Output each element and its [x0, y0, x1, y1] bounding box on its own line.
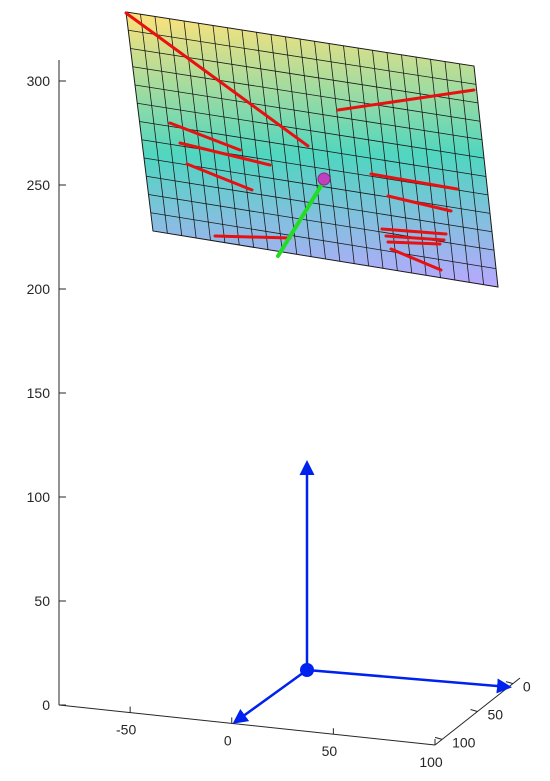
origin-marker: [300, 663, 314, 677]
y-tick-mark: [434, 736, 443, 740]
z-tick-label: 50: [34, 593, 50, 609]
z-tick-label: 150: [27, 385, 51, 401]
feature-line: [389, 247, 443, 272]
mesh-line: [146, 175, 493, 233]
mesh-line: [150, 212, 497, 269]
feature-lines: [124, 11, 476, 272]
x-tick-label: 50: [322, 743, 338, 759]
x-tick-label: 0: [224, 732, 232, 748]
z-tick-label: 0: [42, 697, 50, 713]
y-tick-mark: [470, 709, 478, 712]
z-tick-label: 100: [27, 489, 51, 505]
z-tick-label: 200: [27, 281, 51, 297]
feature-line: [336, 88, 476, 112]
feature-line: [185, 162, 254, 192]
normal-vector: [276, 179, 326, 258]
y-tick-label: 50: [488, 707, 504, 723]
z-tick-label: 300: [27, 73, 51, 89]
z-axis-ticks: 0 50 100 150 200 250 300: [27, 73, 66, 713]
z-tick-label: 250: [27, 177, 51, 193]
normal-vector-group: [276, 172, 331, 258]
frame-y-axis: [232, 668, 308, 724]
frame-x-axis: [306, 668, 512, 694]
mesh-line: [137, 102, 485, 159]
feature-line: [168, 121, 242, 152]
mesh-line: [132, 66, 481, 122]
feature-line: [369, 172, 459, 191]
mesh-line: [128, 29, 477, 85]
y-tick-mark: [505, 681, 514, 685]
feature-line: [124, 11, 310, 148]
y-axis-ticks: 0 50 100: [434, 679, 531, 750]
feature-line: [380, 227, 448, 236]
y-tick-label: 0: [523, 679, 531, 695]
feature-line: [384, 234, 446, 242]
feature-line: [386, 194, 453, 213]
y-tick-label: 100: [452, 734, 476, 750]
x-axis-ticks: -50 0 50 100: [116, 706, 443, 770]
plane-center-marker: [317, 172, 331, 186]
mesh-line: [134, 84, 483, 141]
coordinate-frame: [232, 460, 512, 724]
x-tick-label: 100: [419, 754, 443, 770]
x-axis-line: [58, 704, 436, 746]
x-tick-label: -50: [116, 722, 136, 738]
mesh-line: [139, 121, 487, 177]
feature-line: [386, 240, 442, 246]
feature-line: [178, 141, 272, 167]
feature-line: [213, 234, 292, 240]
mesh-line: [143, 157, 491, 214]
